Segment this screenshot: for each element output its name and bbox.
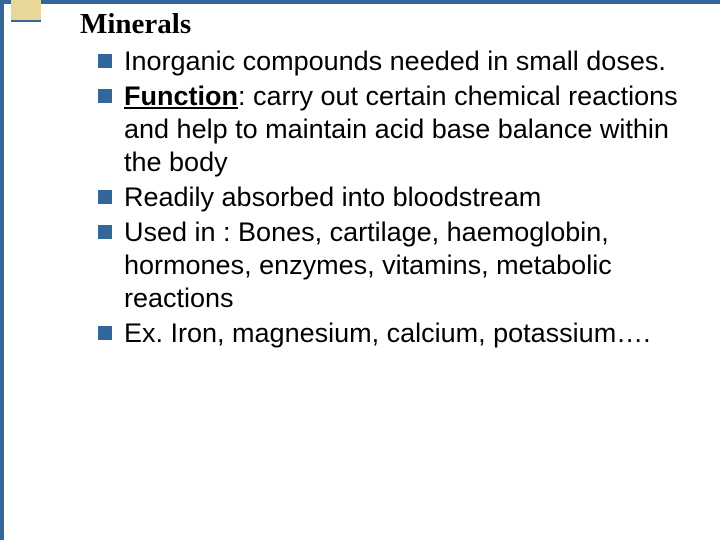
bullet-bold-label: Function: [124, 81, 238, 111]
slide-border-left: [0, 0, 4, 540]
list-item: Function: carry out certain chemical rea…: [98, 80, 690, 179]
bullet-text: Inorganic compounds needed in small dose…: [124, 46, 666, 76]
square-bullet-icon: [98, 190, 112, 204]
slide-title: Minerals: [80, 8, 690, 41]
square-bullet-icon: [98, 89, 112, 103]
square-bullet-icon: [98, 54, 112, 68]
list-item: Used in : Bones, cartilage, haemoglobin,…: [98, 216, 690, 315]
bullet-text: Used in : Bones, cartilage, haemoglobin,…: [124, 217, 612, 313]
slide-notch-top: [11, 0, 41, 22]
bullet-text: Readily absorbed into bloodstream: [124, 182, 541, 212]
list-item: Inorganic compounds needed in small dose…: [98, 45, 690, 78]
bullet-text: Ex. Iron, magnesium, calcium, potassium……: [124, 318, 651, 348]
bullet-list: Inorganic compounds needed in small dose…: [80, 45, 690, 349]
square-bullet-icon: [98, 225, 112, 239]
list-item: Readily absorbed into bloodstream: [98, 181, 690, 214]
square-bullet-icon: [98, 326, 112, 340]
slide-content: Minerals Inorganic compounds needed in s…: [80, 8, 690, 351]
list-item: Ex. Iron, magnesium, calcium, potassium……: [98, 317, 690, 350]
slide-border-top: [0, 0, 720, 4]
